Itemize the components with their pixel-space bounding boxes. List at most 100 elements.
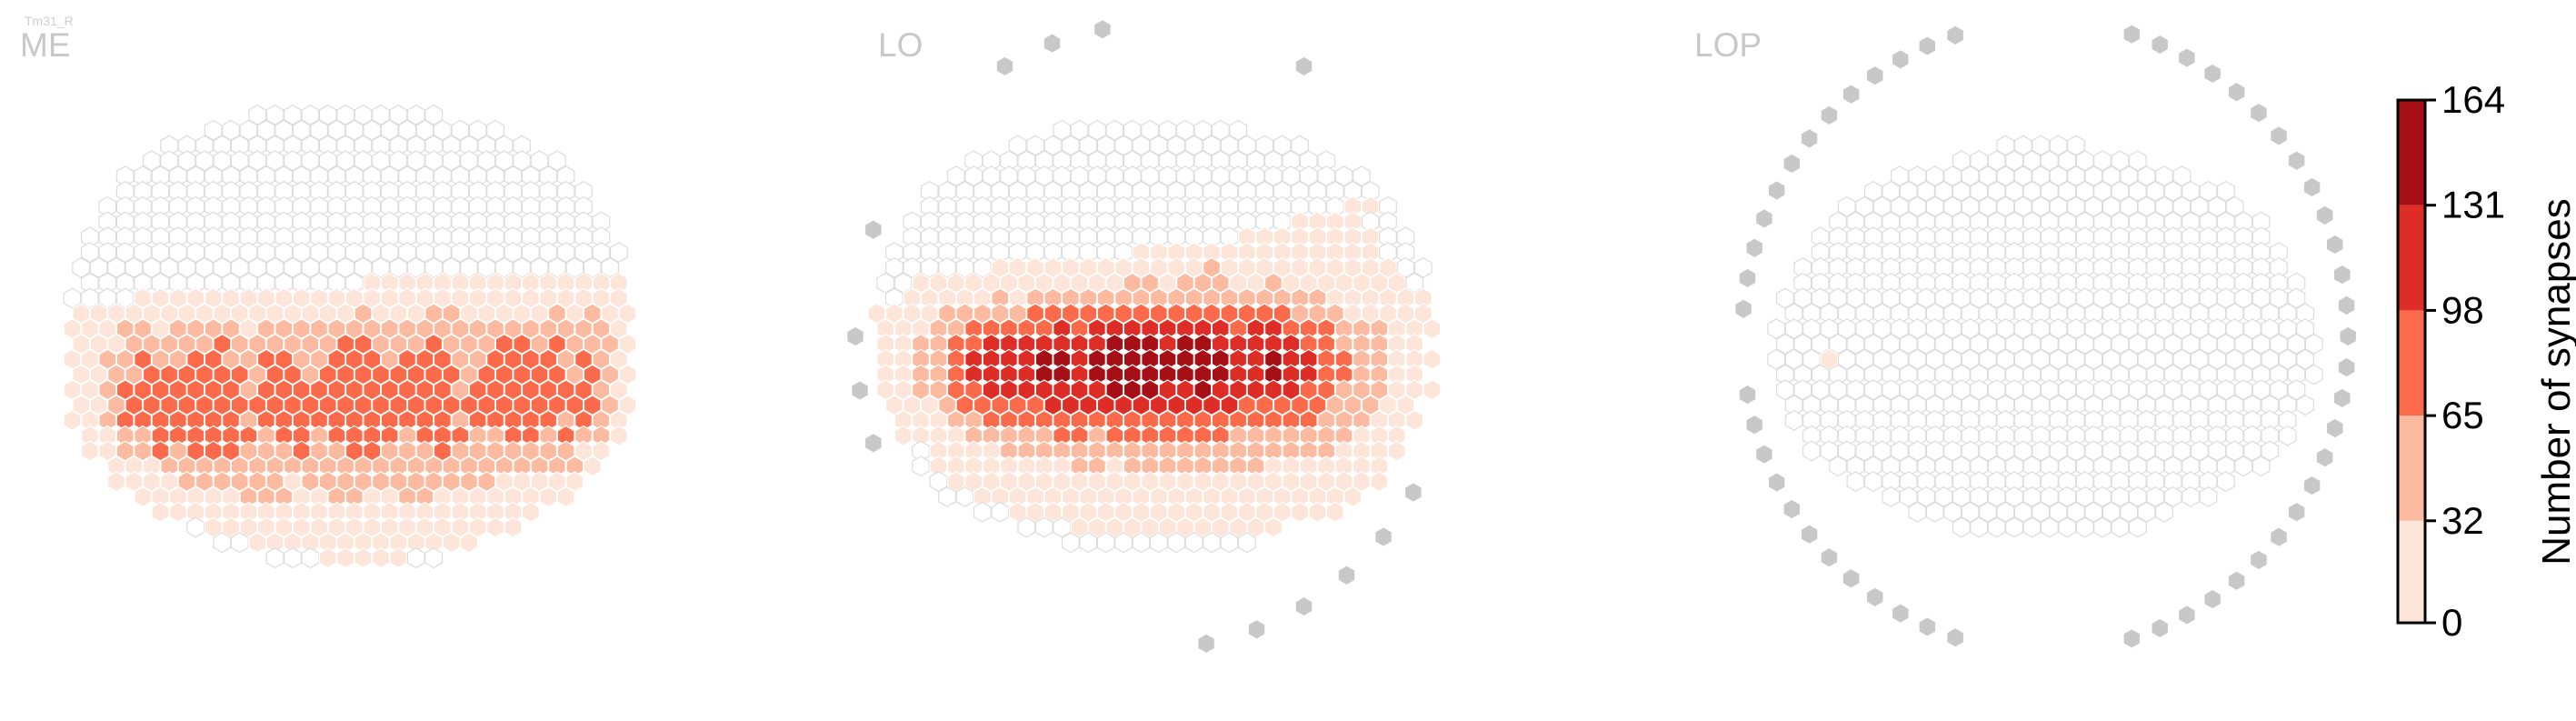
hex-cell: [1793, 379, 1812, 401]
hex-cell: [1203, 242, 1222, 264]
hex-cell-no-data: [1946, 25, 1965, 46]
hex-cell: [344, 287, 364, 309]
hex-cell: [284, 532, 302, 554]
hex-cell: [513, 256, 532, 278]
hex-cell: [230, 456, 249, 477]
hex-cell: [1325, 395, 1344, 416]
hex-cell: [186, 226, 205, 248]
hex-cell: [565, 456, 584, 477]
hex-cell: [115, 379, 135, 401]
hex-cell: [504, 272, 523, 294]
hex-cell: [451, 379, 470, 401]
hex-cell: [2049, 303, 2068, 325]
hex-cell: [1334, 318, 1353, 340]
hex-cell: [1149, 287, 1168, 309]
hex-cell-no-data: [1800, 127, 1819, 149]
hex-cell: [98, 348, 117, 370]
hex-cell: [1141, 516, 1160, 538]
hex-cell: [2182, 379, 2200, 401]
hex-cell: [1970, 379, 1989, 401]
hex-cell: [938, 486, 957, 507]
hex-cell: [72, 333, 91, 355]
hex-cell: [451, 318, 470, 340]
hex-cell: [894, 272, 913, 294]
hex-cell: [982, 165, 1001, 187]
hex-cell: [336, 104, 355, 125]
hex-cell: [2137, 318, 2156, 340]
hex-cell: [2093, 333, 2112, 355]
hex-cell: [938, 303, 957, 325]
hex-cell: [327, 379, 346, 401]
hex-cell: [912, 364, 930, 386]
hex-cell: [1987, 211, 2006, 233]
hex-cell: [1008, 195, 1027, 217]
hex-cell: [2084, 425, 2103, 446]
hex-cell: [2252, 364, 2271, 386]
hex-cell: [2155, 318, 2173, 340]
hex-cell: [2146, 211, 2165, 233]
hex-cell: [1829, 333, 1848, 355]
hex-cell: [265, 303, 285, 325]
hex-cell: [2163, 180, 2182, 202]
hex-cell: [256, 211, 275, 233]
hex-cell: [2163, 456, 2182, 477]
hex-cell: [1070, 409, 1089, 431]
hex-cell: [1370, 364, 1389, 386]
hex-cell: [1387, 409, 1406, 431]
hex-cell: [1299, 471, 1318, 493]
hex-cell: [1070, 318, 1089, 340]
hex-cell: [1987, 333, 2006, 355]
hex-cell: [938, 287, 957, 309]
hex-cell: [1203, 486, 1222, 507]
hex-cell: [1996, 409, 2015, 431]
hex-cell: [363, 165, 382, 187]
hex-cell: [1767, 318, 1786, 340]
hex-cell: [982, 364, 1001, 386]
hex-cell: [1943, 165, 1962, 187]
hex-cell: [2040, 486, 2059, 507]
hex-cell: [115, 409, 135, 431]
hex-cell: [982, 318, 1001, 340]
hex-cell: [1775, 379, 1794, 401]
hex-cell: [424, 150, 444, 172]
hex-cell: [1203, 287, 1222, 309]
hex-cell: [530, 256, 549, 278]
hex-cell: [354, 256, 373, 278]
hex-cell: [2120, 303, 2139, 325]
hex-cell: [1070, 150, 1089, 172]
hex-cell: [2093, 180, 2112, 202]
hex-cell: [574, 287, 593, 309]
hex-cell: [1282, 348, 1301, 370]
hex-cell: [1317, 379, 1336, 401]
hex-cell: [354, 456, 373, 477]
hex-cell: [1141, 440, 1160, 462]
hex-cell: [336, 364, 355, 386]
hex-cell: [292, 486, 311, 507]
hex-cell: [1325, 195, 1344, 217]
hex-cell: [1167, 226, 1186, 248]
hex-cell: [494, 333, 514, 355]
hex-cell: [1229, 165, 1248, 187]
hex-cell: [134, 318, 152, 340]
hex-cell: [151, 272, 170, 294]
hex-cell: [1273, 287, 1292, 309]
hex-cell: [256, 180, 275, 202]
hex-cell: [521, 348, 540, 370]
hex-cell: [177, 456, 196, 477]
hex-cell: [256, 195, 275, 217]
hex-cell: [80, 409, 99, 431]
hex-cell: [1273, 242, 1292, 264]
hex-cell: [134, 195, 152, 217]
hex-cell: [1061, 195, 1080, 217]
hex-cell-no-data: [1782, 498, 1802, 520]
hex-cell: [1132, 287, 1151, 309]
hex-cell: [2084, 348, 2103, 370]
hex-cell: [1917, 180, 1935, 202]
hex-cell: [1096, 180, 1115, 202]
hex-cell: [609, 272, 628, 294]
hex-cell: [1387, 425, 1406, 446]
hex-cell: [239, 287, 258, 309]
hex-cell: [1175, 425, 1194, 446]
hex-cell: [292, 195, 311, 217]
